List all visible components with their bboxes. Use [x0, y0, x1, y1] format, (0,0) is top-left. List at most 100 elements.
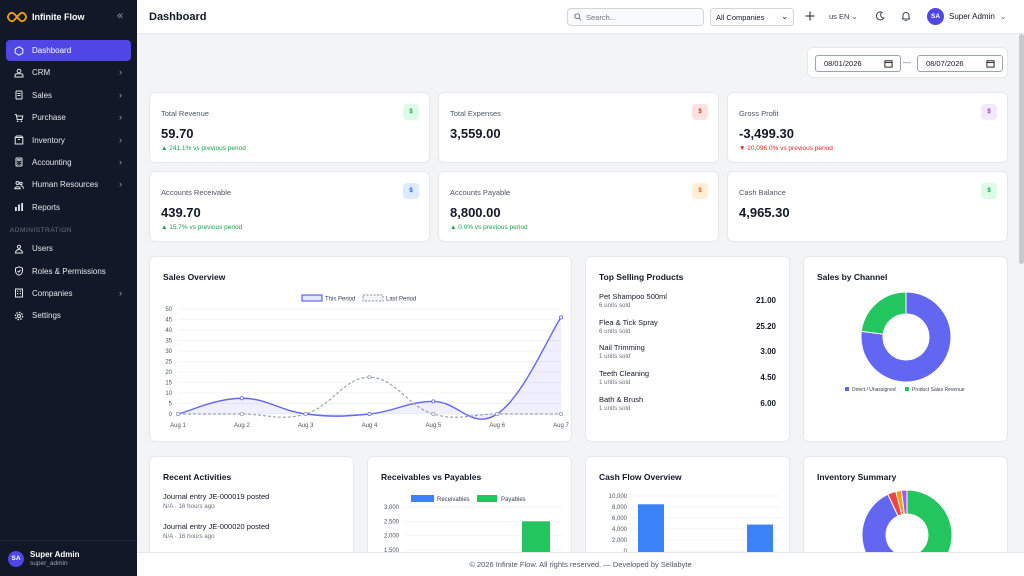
sidebar-nav: Dashboard CRM › Sales › Purchase › Inventory › Ac…	[0, 34, 137, 218]
sidebar-item-purchase[interactable]: Purchase ›	[6, 107, 131, 128]
y-tick-label: 15	[165, 381, 172, 387]
sidebar-item-users[interactable]: Users	[6, 238, 131, 259]
sidebar-item-label: CRM	[32, 68, 51, 78]
collapse-sidebar-icon[interactable]: «	[117, 10, 124, 22]
y-tick-label: 0	[624, 549, 628, 552]
kpi-value: 8,800.00	[450, 205, 501, 220]
product-units: 6 units sold	[599, 327, 631, 335]
chevron-down-icon: ⌄	[781, 12, 788, 21]
sidebar-item-accounting[interactable]: Accounting ›	[6, 152, 131, 173]
language-switcher[interactable]: us EN ⌄	[829, 12, 858, 21]
kpi-card-total-expenses: Total Expenses 3,559.00 $	[438, 92, 719, 163]
people-icon	[14, 180, 24, 190]
activity-title: Journal entry JE-000020 posted	[163, 522, 270, 531]
date-to-input[interactable]: 08/07/2026	[917, 55, 1003, 72]
inventory-pie-slice	[861, 493, 899, 552]
y-tick-label: 20	[165, 370, 172, 376]
sidebar-item-inventory[interactable]: Inventory ›	[6, 130, 131, 151]
sidebar-item-human-resources[interactable]: Human Resources ›	[6, 174, 131, 195]
chevron-right-icon: ›	[119, 134, 122, 145]
sales-overview-card: Sales Overview 0 5 10 15 20 25 30 35 40 45 50 Aug 1…	[149, 256, 572, 442]
kpi-card-gross-profit: Gross Profit -3,499.30 ▼ 20,096.0% vs prev…	[727, 92, 1008, 163]
kpi-value: 4,965.30	[739, 205, 790, 220]
sidebar-item-settings[interactable]: Settings	[6, 305, 131, 326]
series-area-this-period	[178, 317, 561, 420]
hexagon-icon	[14, 45, 24, 56]
sidebar-item-label: Sales	[32, 90, 53, 100]
y-tick-label: 0	[169, 412, 173, 418]
y-tick-label: 50	[165, 307, 172, 313]
dollar-icon: $	[981, 104, 997, 120]
legend-label: Direct / Unassigned	[852, 387, 896, 393]
main-scrollbar[interactable]	[1019, 34, 1024, 552]
card-title: Sales by Channel	[817, 272, 888, 282]
user-menu[interactable]: SA Super Admin ⌄	[927, 8, 1007, 25]
search-input[interactable]	[586, 12, 696, 22]
card-title: Inventory Summary	[817, 472, 897, 482]
kpi-value: 3,559.00	[450, 126, 501, 141]
y-tick-label: 4,000	[612, 527, 628, 533]
company-select-value: All Companies	[716, 12, 765, 22]
y-tick-label: 45	[165, 318, 172, 324]
sidebar-item-label: Human Resources	[32, 180, 99, 190]
inventory-pie-slice	[906, 489, 953, 552]
legend-swatch-receivables	[411, 495, 434, 502]
y-tick-label: 25	[165, 360, 172, 366]
y-tick-label: 2,500	[384, 519, 400, 525]
inventory-pie-slice	[900, 489, 908, 515]
sidebar-item-roles-permissions[interactable]: Roles & Permissions	[6, 261, 131, 282]
sidebar-item-label: Settings	[32, 311, 61, 321]
date-from-input[interactable]: 08/01/2026	[815, 55, 901, 72]
sidebar-item-crm[interactable]: CRM ›	[6, 62, 131, 83]
x-tick-label: Aug 6	[489, 423, 505, 429]
dollar-icon: $	[692, 183, 708, 199]
data-point	[558, 315, 563, 320]
data-point	[239, 396, 244, 401]
data-point	[175, 411, 180, 416]
data-point	[495, 411, 500, 416]
y-tick-label: 5	[169, 402, 173, 408]
calculator-icon	[14, 157, 24, 167]
sidebar-item-reports[interactable]: Reports	[6, 197, 131, 218]
sidebar-user[interactable]: SA Super Admin super_admin	[0, 540, 137, 576]
x-tick-label: Aug 7	[553, 423, 569, 429]
legend-swatch-last-period	[362, 294, 384, 302]
chevron-right-icon: ›	[119, 287, 122, 298]
sidebar-item-label: Roles & Permissions	[32, 266, 106, 276]
kpi-label: Total Expenses	[450, 109, 501, 118]
x-tick-label: Aug 1	[170, 423, 186, 429]
sidebar: Infinite Flow « Dashboard CRM › Sales › Purch…	[0, 0, 137, 576]
y-tick-label: 3,000	[384, 505, 400, 511]
scrollbar-thumb[interactable]	[1019, 34, 1024, 264]
brand[interactable]: Infinite Flow	[0, 0, 137, 34]
plus-icon[interactable]	[804, 10, 816, 22]
legend-label: Product Sales Revenue	[912, 387, 965, 393]
search-box[interactable]	[567, 8, 704, 26]
kpi-delta: ▲ 0.0% vs previous period	[450, 224, 528, 231]
kpi-delta: ▲ 15.7% vs previous period	[161, 224, 243, 231]
date-separator: —	[903, 58, 911, 67]
sidebar-item-companies[interactable]: Companies ›	[6, 283, 131, 304]
legend-label-this-period: This Period	[325, 297, 355, 303]
y-tick-label: 40	[165, 328, 172, 334]
product-value: 25.20	[755, 321, 776, 331]
dollar-icon: $	[692, 104, 708, 120]
users-icon	[14, 68, 24, 78]
company-select[interactable]: All Companies ⌄	[710, 8, 794, 26]
sales-by-channel-chart: Direct / Unassigned Product Sales Revenue	[845, 291, 965, 393]
sidebar-item-sales[interactable]: Sales ›	[6, 85, 131, 106]
product-units: 6 units sold	[599, 302, 631, 309]
kpi-value: 439.70	[161, 205, 201, 220]
sales-by-channel-card: Sales by Channel Direct / Unassigned Prod…	[803, 256, 1008, 442]
moon-icon[interactable]	[874, 10, 886, 22]
cash-flow-chart: 10,000 8,000 6,000 4,000 2,000 0	[609, 494, 781, 552]
legend-label-last-period: Last Period	[386, 297, 416, 303]
page-title: Dashboard	[149, 11, 207, 23]
top-header: Dashboard All Companies ⌄ us EN ⌄ SA Sup…	[137, 0, 1024, 34]
legend-swatch	[845, 387, 849, 391]
bell-icon[interactable]	[900, 10, 912, 22]
activity-meta: N/A · 16 hours ago	[163, 533, 215, 540]
product-value: 6.00	[760, 398, 776, 408]
sidebar-item-dashboard[interactable]: Dashboard	[6, 40, 131, 61]
product-name: Bath & Brush	[599, 394, 644, 404]
